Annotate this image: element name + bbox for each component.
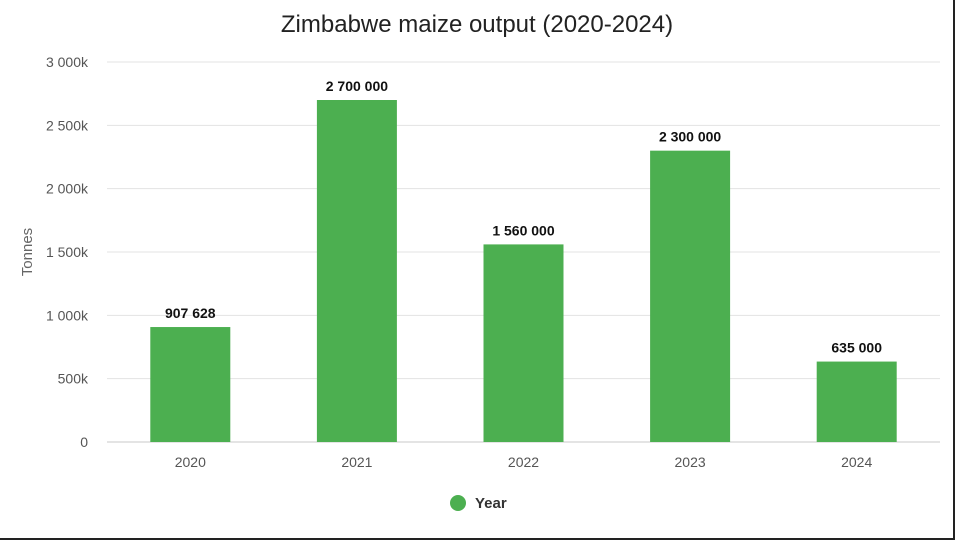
y-axis-label: Tonnes [19,228,36,276]
y-tick-label: 0 [80,434,88,450]
bar-2020[interactable] [150,327,231,442]
bar-2024[interactable] [816,361,897,442]
data-label-2022: 1 560 000 [492,222,554,238]
x-tick-label-2023: 2023 [675,454,706,470]
bar-2023[interactable] [650,150,731,442]
y-axis-ticks: 0 500k 1 000k 1 500k 2 000k 2 500k 3 000k [46,54,89,450]
data-label-2021: 2 700 000 [326,78,388,94]
y-tick-label: 2 500k [46,117,89,133]
chart-title: Zimbabwe maize output (2020-2024) [281,11,673,38]
x-tick-label-2020: 2020 [175,454,206,470]
data-label-2024: 635 000 [831,340,882,356]
x-tick-label-2021: 2021 [341,454,372,470]
data-label-2020: 907 628 [165,305,216,321]
legend[interactable]: Year [450,495,507,512]
y-tick-label: 1 500k [46,244,89,260]
bar-2021[interactable] [316,100,397,442]
legend-label-year: Year [475,495,507,512]
data-label-2023: 2 300 000 [659,129,721,145]
bar-2022[interactable] [483,244,564,442]
y-tick-label: 1 000k [46,307,89,323]
y-tick-label: 500k [58,371,89,387]
x-tick-label-2024: 2024 [841,454,872,470]
x-axis-ticks: 2020 2021 2022 2023 2024 [175,454,873,470]
bar-data-labels: 907 628 2 700 000 1 560 000 2 300 000 635 00… [165,78,882,356]
x-tick-label-2022: 2022 [508,454,539,470]
legend-marker-year [450,495,466,511]
bars [150,100,897,442]
y-tick-label: 2 000k [46,181,89,197]
y-tick-label: 3 000k [46,54,89,70]
